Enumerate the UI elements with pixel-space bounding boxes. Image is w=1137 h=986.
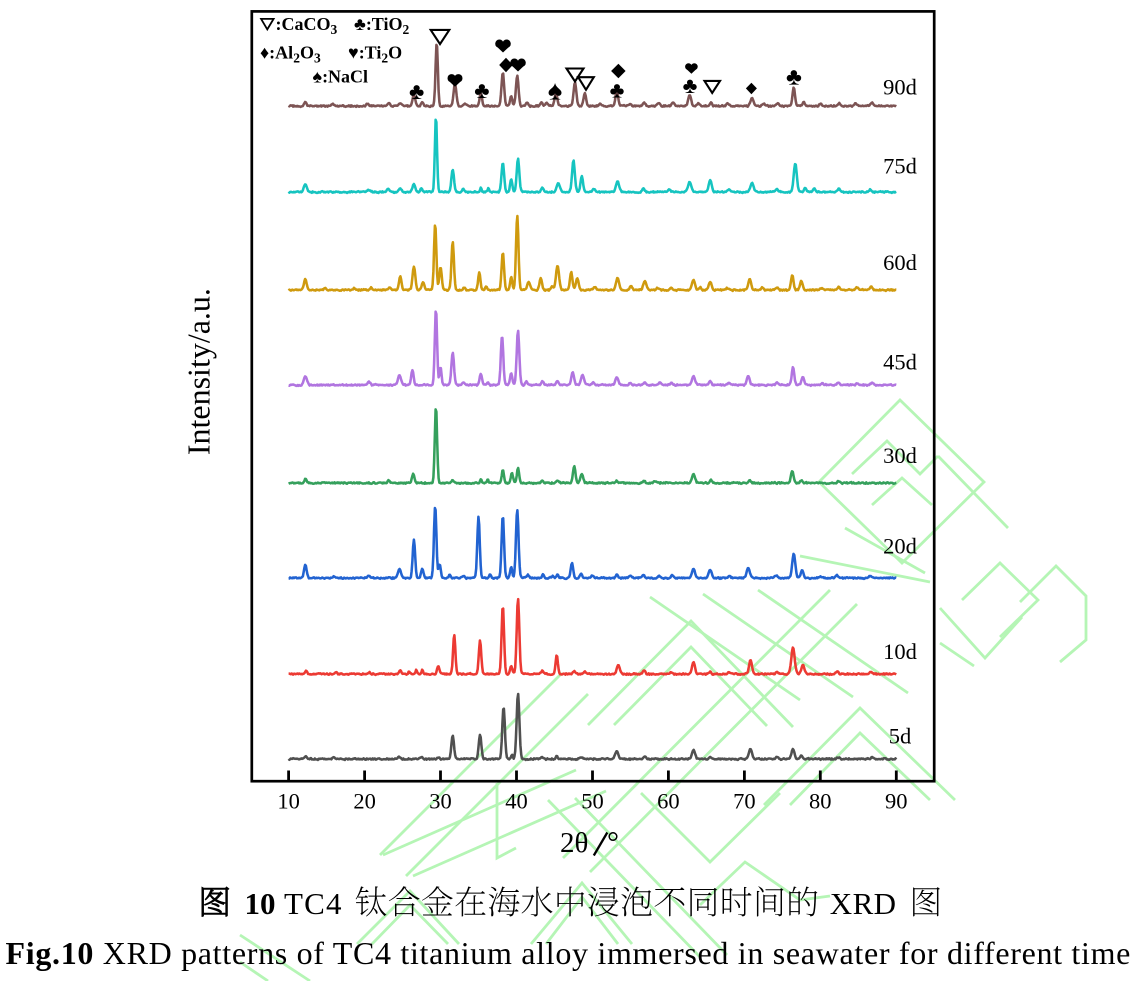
svg-text:♠: ♠ <box>548 76 563 106</box>
svg-text:90: 90 <box>885 789 908 814</box>
svg-text:80: 80 <box>809 789 832 814</box>
svg-text:10: 10 <box>245 886 276 921</box>
svg-text:Fig.10 XRD patterns of TC4 tit: Fig.10 XRD patterns of TC4 titanium allo… <box>6 935 1132 971</box>
svg-text:75d: 75d <box>883 154 917 179</box>
svg-text:50: 50 <box>581 789 604 814</box>
svg-text::CaCO3: :CaCO3 <box>276 14 338 37</box>
svg-text:°: ° <box>607 826 619 859</box>
svg-text:20: 20 <box>353 789 376 814</box>
svg-text:♣: ♣ <box>474 78 489 104</box>
svg-text:5d: 5d <box>889 723 912 748</box>
svg-text:60d: 60d <box>883 250 917 275</box>
svg-text:60: 60 <box>657 789 680 814</box>
svg-text:TC4: TC4 <box>284 886 343 921</box>
svg-text:10: 10 <box>277 789 300 814</box>
svg-text:40: 40 <box>505 789 528 814</box>
svg-text:30d: 30d <box>883 443 917 468</box>
svg-text:30: 30 <box>429 789 452 814</box>
svg-text:20d: 20d <box>883 534 917 559</box>
svg-text:♣: ♣ <box>610 77 625 102</box>
svg-text:♣:TiO2: ♣:TiO2 <box>354 14 410 37</box>
svg-text:90d: 90d <box>883 75 917 100</box>
svg-text:♦:Al2O3: ♦:Al2O3 <box>260 43 321 66</box>
svg-text:♥:Ti2O: ♥:Ti2O <box>348 43 402 66</box>
svg-text:45d: 45d <box>883 350 917 375</box>
svg-text:♠:NaCl: ♠:NaCl <box>313 67 369 87</box>
svg-text:XRD: XRD <box>830 886 897 921</box>
svg-text:Intensity/a.u.: Intensity/a.u. <box>180 288 216 455</box>
svg-text:70: 70 <box>733 789 756 814</box>
svg-text:2θ: 2θ <box>560 827 588 859</box>
svg-text:10d: 10d <box>883 639 917 664</box>
svg-text:♣: ♣ <box>786 64 802 91</box>
svg-text:♣: ♣ <box>683 73 698 98</box>
svg-text:♣: ♣ <box>409 79 424 105</box>
